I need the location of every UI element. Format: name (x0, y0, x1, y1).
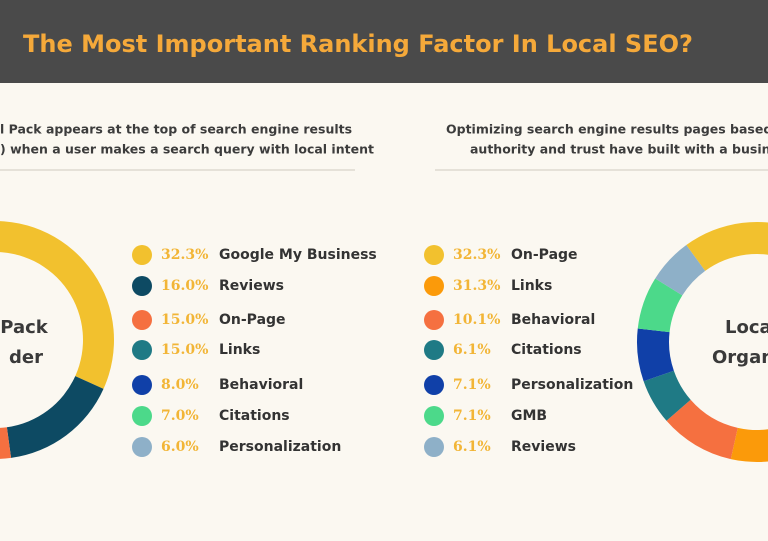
value-label: 6.1% (453, 342, 491, 358)
legend-swatch (424, 276, 444, 296)
legend-label: Behavioral (511, 312, 595, 328)
subtitle: ) when a user makes a search query with … (0, 142, 374, 157)
legend-swatch (424, 406, 444, 426)
value-label: 8.0% (161, 377, 199, 393)
value-label: 6.1% (453, 439, 491, 455)
donut-slice (637, 328, 674, 382)
donut-slice (0, 221, 114, 389)
legend-label: Reviews (511, 439, 576, 455)
donut-slice (643, 370, 691, 421)
legend-swatch (424, 375, 444, 395)
value-label: 15.0% (161, 312, 208, 328)
legend-label: Links (219, 342, 260, 358)
legend-label: Citations (219, 408, 290, 424)
center-label: Loca (725, 317, 768, 338)
legend-label: Citations (511, 342, 582, 358)
value-label: 7.1% (453, 377, 491, 393)
legend-swatch (132, 375, 152, 395)
legend-label: On-Page (511, 247, 578, 263)
value-label: 10.1% (453, 312, 500, 328)
donut-slice (6, 376, 104, 458)
legend-swatch (132, 340, 152, 360)
value-label: 7.1% (453, 408, 491, 424)
donut-slice (666, 399, 738, 460)
legend-label: Behavioral (219, 377, 303, 393)
value-label: 31.3% (453, 278, 500, 294)
legend-swatch (424, 437, 444, 457)
center-label: der (9, 347, 43, 368)
legend-label: Reviews (219, 278, 284, 294)
legend-label: Links (511, 278, 552, 294)
legend-label: GMB (511, 408, 547, 424)
title: The Most Important Ranking Factor In Loc… (23, 30, 693, 58)
value-label: 16.0% (161, 278, 208, 294)
legend-swatch (132, 310, 152, 330)
legend-swatch (424, 310, 444, 330)
donut-slice (686, 222, 768, 271)
legend-label: Personalization (219, 439, 341, 455)
subtitle: l Pack appears at the top of search engi… (0, 122, 352, 137)
legend-swatch (132, 245, 152, 265)
legend-swatch (132, 276, 152, 296)
value-label: 32.3% (453, 247, 500, 263)
donut-slice (655, 245, 706, 296)
subtitle: Optimizing search engine results pages b… (446, 122, 768, 137)
legend-swatch (424, 245, 444, 265)
value-label: 7.0% (161, 408, 199, 424)
legend-label: Google My Business (219, 247, 377, 263)
legend-swatch (132, 437, 152, 457)
donut-slice (730, 427, 768, 462)
value-label: 6.0% (161, 439, 199, 455)
subtitle: authority and trust have built with a bu… (470, 142, 768, 157)
legend-label: On-Page (219, 312, 286, 328)
value-label: 32.3% (161, 247, 208, 263)
legend-swatch (132, 406, 152, 426)
donut-slice (637, 278, 683, 333)
center-label: Pack (0, 317, 49, 338)
donut-slice (0, 427, 12, 459)
header-band (0, 0, 768, 83)
center-label: Organ (712, 347, 768, 368)
legend-label: Personalization (511, 377, 633, 393)
value-label: 15.0% (161, 342, 208, 358)
legend-swatch (424, 340, 444, 360)
